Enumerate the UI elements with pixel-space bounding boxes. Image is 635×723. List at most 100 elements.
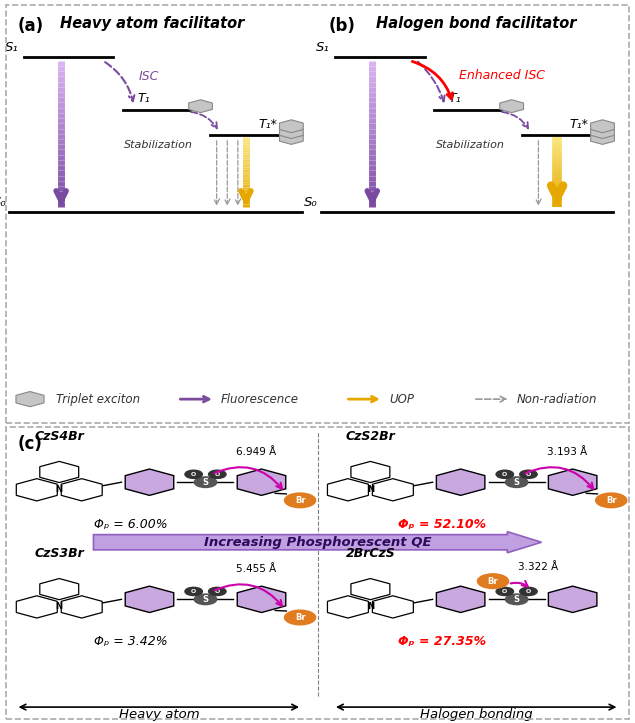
Text: O: O <box>526 472 531 476</box>
Text: S: S <box>203 595 208 604</box>
Text: Φₚ = 52.10%: Φₚ = 52.10% <box>398 518 486 531</box>
Text: Halogen bond facilitator: Halogen bond facilitator <box>376 15 577 30</box>
Text: (a): (a) <box>18 17 44 35</box>
Polygon shape <box>125 469 174 495</box>
Text: Halogen bonding: Halogen bonding <box>420 708 533 721</box>
Polygon shape <box>237 586 286 612</box>
Circle shape <box>519 587 537 596</box>
Circle shape <box>496 470 514 479</box>
Polygon shape <box>17 596 57 618</box>
Circle shape <box>185 470 203 479</box>
Text: N: N <box>56 485 63 495</box>
FancyArrow shape <box>93 531 542 553</box>
Text: Br: Br <box>488 577 498 586</box>
Polygon shape <box>351 461 390 482</box>
Circle shape <box>496 587 514 596</box>
Polygon shape <box>328 479 368 501</box>
Text: Br: Br <box>295 496 305 505</box>
Circle shape <box>505 594 528 604</box>
Text: O: O <box>502 589 507 594</box>
Polygon shape <box>279 132 304 145</box>
Text: S: S <box>514 595 519 604</box>
Polygon shape <box>328 596 368 618</box>
Text: O: O <box>215 589 220 594</box>
Text: O: O <box>215 472 220 476</box>
Circle shape <box>208 587 226 596</box>
Polygon shape <box>436 586 485 612</box>
Text: UOP: UOP <box>389 393 414 406</box>
Circle shape <box>284 493 316 508</box>
Polygon shape <box>16 392 44 407</box>
Text: Stabilization: Stabilization <box>436 140 504 150</box>
Polygon shape <box>17 479 57 501</box>
Polygon shape <box>591 132 615 145</box>
Text: T₁: T₁ <box>137 93 150 106</box>
Text: N: N <box>367 485 374 495</box>
Text: Stabilization: Stabilization <box>124 140 193 150</box>
Text: O: O <box>502 472 507 476</box>
Text: Triplet exciton: Triplet exciton <box>56 393 140 406</box>
Text: O: O <box>191 472 196 476</box>
Text: S: S <box>203 478 208 487</box>
Polygon shape <box>372 596 413 618</box>
Polygon shape <box>549 586 597 612</box>
Circle shape <box>208 470 226 479</box>
Text: Enhanced ISC: Enhanced ISC <box>459 69 545 82</box>
Text: CzS2Br: CzS2Br <box>345 430 395 443</box>
Text: 3.193 Å: 3.193 Å <box>547 448 587 458</box>
Text: ISC: ISC <box>138 70 159 83</box>
Text: Φₚ = 27.35%: Φₚ = 27.35% <box>398 636 486 649</box>
Polygon shape <box>436 469 485 495</box>
Circle shape <box>519 470 537 479</box>
Polygon shape <box>237 469 286 495</box>
Text: Br: Br <box>606 496 617 505</box>
Circle shape <box>596 493 627 508</box>
Polygon shape <box>500 100 523 113</box>
Text: 6.949 Å: 6.949 Å <box>236 448 276 458</box>
Text: (c): (c) <box>18 435 43 453</box>
Text: CzS4Br: CzS4Br <box>34 430 84 443</box>
Circle shape <box>194 477 217 487</box>
Polygon shape <box>40 461 79 482</box>
Polygon shape <box>61 479 102 501</box>
Circle shape <box>194 594 217 604</box>
Text: T₁*: T₁* <box>570 119 589 132</box>
Text: Increasing Phosphorescent QE: Increasing Phosphorescent QE <box>204 536 431 549</box>
Text: N: N <box>367 602 374 612</box>
Text: 3.322 Å: 3.322 Å <box>518 562 558 573</box>
Text: O: O <box>191 589 196 594</box>
Text: 5.455 Å: 5.455 Å <box>236 565 276 575</box>
Text: T₁: T₁ <box>448 93 461 106</box>
Polygon shape <box>40 578 79 599</box>
Polygon shape <box>125 586 174 612</box>
Text: S₁: S₁ <box>5 41 19 54</box>
Text: T₁*: T₁* <box>258 119 277 132</box>
Polygon shape <box>549 469 597 495</box>
Polygon shape <box>61 596 102 618</box>
Polygon shape <box>372 479 413 501</box>
Polygon shape <box>591 126 615 139</box>
Text: Fluorescence: Fluorescence <box>221 393 299 406</box>
Polygon shape <box>189 100 212 113</box>
Circle shape <box>185 587 203 596</box>
Text: Br: Br <box>295 613 305 622</box>
Text: Φₚ = 3.42%: Φₚ = 3.42% <box>94 636 168 649</box>
Text: S₀: S₀ <box>0 196 6 208</box>
Text: Heavy atom: Heavy atom <box>119 708 199 721</box>
Polygon shape <box>351 578 390 599</box>
Text: S: S <box>514 478 519 487</box>
Text: S₀: S₀ <box>304 196 318 208</box>
Text: N: N <box>56 602 63 612</box>
Text: Non-radiation: Non-radiation <box>517 393 597 406</box>
Text: S₁: S₁ <box>316 41 330 54</box>
Text: O: O <box>526 589 531 594</box>
Circle shape <box>284 610 316 625</box>
Circle shape <box>505 477 528 487</box>
Text: Φₚ = 6.00%: Φₚ = 6.00% <box>94 518 168 531</box>
Text: Heavy atom facilitator: Heavy atom facilitator <box>60 15 244 30</box>
Polygon shape <box>279 126 304 139</box>
Circle shape <box>478 574 509 589</box>
Polygon shape <box>279 120 304 133</box>
Text: 2BrCzS: 2BrCzS <box>345 547 395 560</box>
Text: (b): (b) <box>329 17 356 35</box>
